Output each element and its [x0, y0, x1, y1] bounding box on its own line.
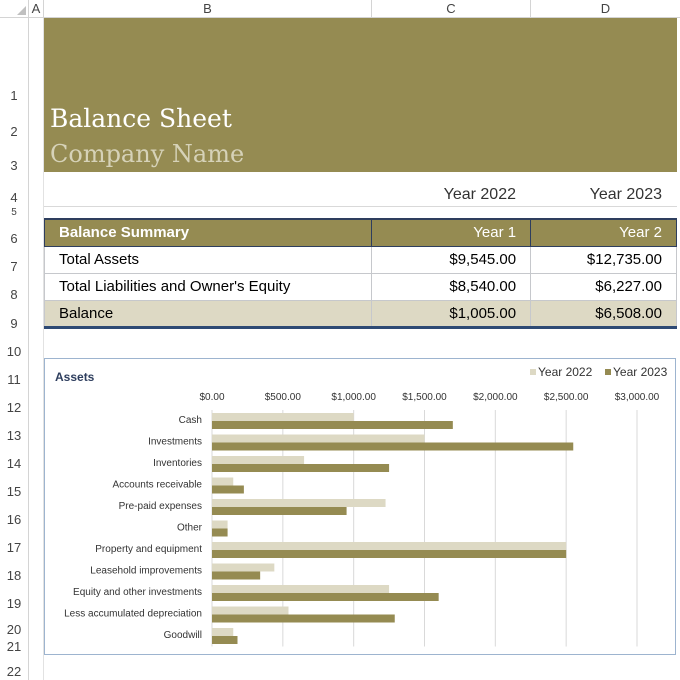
bar-year-2023[interactable]: [212, 485, 244, 494]
column-header-a[interactable]: A: [29, 0, 44, 18]
bar-year-2022[interactable]: [212, 606, 289, 615]
bar-year-2022[interactable]: [212, 434, 425, 443]
column-a-cells[interactable]: [29, 18, 44, 680]
row-header-4[interactable]: 4: [0, 174, 29, 206]
category-label: Inventories: [153, 458, 202, 469]
column-header-d[interactable]: D: [531, 0, 680, 18]
x-tick-label: $1,500.00: [402, 392, 447, 403]
category-label: Cash: [179, 415, 202, 426]
summary-header-year1[interactable]: Year 1: [371, 218, 532, 247]
row-header-11[interactable]: 11: [0, 360, 29, 388]
row-header-10[interactable]: 10: [0, 332, 29, 360]
row-header-16[interactable]: 16: [0, 500, 29, 528]
total-liabilities-label[interactable]: Total Liabilities and Owner's Equity: [43, 272, 373, 301]
bar-year-2022[interactable]: [212, 499, 386, 507]
row-header-18[interactable]: 18: [0, 556, 29, 584]
row-4-border: [44, 206, 677, 207]
row-header-15[interactable]: 15: [0, 472, 29, 500]
bar-year-2022[interactable]: [212, 456, 305, 464]
bar-year-2023[interactable]: [212, 464, 390, 472]
balance-year2[interactable]: $6,508.00: [530, 299, 677, 329]
summary-header-label[interactable]: Balance Summary: [43, 218, 373, 247]
total-assets-year2[interactable]: $12,735.00: [530, 245, 677, 274]
bar-year-2022[interactable]: [212, 413, 354, 421]
category-label: Less accumulated depreciation: [64, 609, 202, 620]
x-tick-label: $0.00: [199, 392, 224, 403]
category-label: Goodwill: [164, 630, 202, 641]
row-header-22[interactable]: 22: [0, 654, 29, 680]
total-assets-label[interactable]: Total Assets: [43, 245, 373, 274]
row-header-1[interactable]: 1: [0, 18, 29, 104]
table-row: Total Assets $9,545.00 $12,735.00: [43, 245, 677, 274]
title-banner[interactable]: [44, 18, 677, 172]
row-header-14[interactable]: 14: [0, 444, 29, 472]
summary-header-year2[interactable]: Year 2: [530, 218, 677, 247]
bar-year-2023[interactable]: [212, 442, 574, 451]
row-header-2[interactable]: 2: [0, 104, 29, 140]
row-header-20[interactable]: 20: [0, 612, 29, 638]
category-label: Investments: [148, 437, 202, 448]
balance-summary-table: Balance Summary Year 1 Year 2 Total Asse…: [43, 218, 677, 329]
bar-year-2022[interactable]: [212, 563, 275, 572]
year-label-2023[interactable]: Year 2023: [589, 186, 662, 203]
balance-year1[interactable]: $1,005.00: [371, 299, 532, 329]
category-label: Accounts receivable: [113, 480, 203, 491]
chart-legend[interactable]: Year 2022 Year 2023: [530, 365, 668, 379]
category-label: Pre-paid expenses: [119, 501, 202, 512]
legend-swatch: [605, 369, 611, 375]
select-all-corner[interactable]: [0, 0, 29, 18]
bar-year-2022[interactable]: [212, 520, 228, 529]
table-row: Total Liabilities and Owner's Equity $8,…: [43, 272, 677, 301]
bar-year-2022[interactable]: [212, 477, 234, 486]
company-name[interactable]: Company Name: [50, 140, 245, 168]
legend-label: Year 2023: [613, 365, 668, 379]
legend-swatch: [530, 369, 536, 375]
bar-year-2022[interactable]: [212, 628, 234, 636]
bar-year-2023[interactable]: [212, 571, 261, 580]
column-header-c[interactable]: C: [372, 0, 531, 18]
x-tick-label: $500.00: [265, 392, 302, 403]
category-label: Leasehold improvements: [90, 566, 202, 577]
category-label: Equity and other investments: [73, 587, 202, 598]
assets-chart-svg: Assets Year 2022 Year 2023 $0.00 $500.00 $1…: [55, 365, 668, 647]
year-label-2022[interactable]: Year 2022: [443, 186, 516, 203]
row-header-5[interactable]: 5: [0, 206, 29, 218]
category-label: Other: [177, 523, 203, 534]
column-header-b[interactable]: B: [44, 0, 372, 18]
total-assets-year1[interactable]: $9,545.00: [371, 245, 532, 274]
category-label: Property and equipment: [95, 544, 202, 555]
row-header-7[interactable]: 7: [0, 247, 29, 275]
legend-label: Year 2022: [538, 365, 593, 379]
x-tick-label: $2,000.00: [473, 392, 518, 403]
bar-year-2023[interactable]: [212, 614, 395, 623]
total-liabilities-year1[interactable]: $8,540.00: [371, 272, 532, 301]
balance-label[interactable]: Balance: [43, 299, 373, 329]
bar-year-2023[interactable]: [212, 528, 228, 537]
row-header-13[interactable]: 13: [0, 416, 29, 444]
row-header-9[interactable]: 9: [0, 303, 29, 332]
assets-chart[interactable]: Assets Year 2022 Year 2023 $0.00 $500.00 $1…: [44, 358, 676, 655]
chart-title: Assets: [55, 370, 95, 384]
sheet-title[interactable]: Balance Sheet: [50, 104, 232, 133]
x-tick-label: $3,000.00: [615, 392, 660, 403]
table-row: Balance $1,005.00 $6,508.00: [43, 299, 677, 329]
x-tick-label: $1,000.00: [331, 392, 376, 403]
row-header-21[interactable]: 21: [0, 638, 29, 654]
row-header-3[interactable]: 3: [0, 140, 29, 174]
bar-year-2022[interactable]: [212, 542, 567, 550]
x-tick-label: $2,500.00: [544, 392, 589, 403]
bar-year-2023[interactable]: [212, 550, 567, 558]
bar-year-2023[interactable]: [212, 636, 238, 644]
total-liabilities-year2[interactable]: $6,227.00: [530, 272, 677, 301]
row-header-19[interactable]: 19: [0, 584, 29, 612]
bar-year-2022[interactable]: [212, 585, 390, 593]
row-header-8[interactable]: 8: [0, 275, 29, 303]
row-header-12[interactable]: 12: [0, 388, 29, 416]
summary-header-row: Balance Summary Year 1 Year 2: [43, 218, 677, 247]
bar-year-2023[interactable]: [212, 507, 347, 515]
row-header-6[interactable]: 6: [0, 218, 29, 247]
bar-year-2023[interactable]: [212, 593, 439, 601]
row-header-17[interactable]: 17: [0, 528, 29, 556]
bar-year-2023[interactable]: [212, 421, 453, 429]
